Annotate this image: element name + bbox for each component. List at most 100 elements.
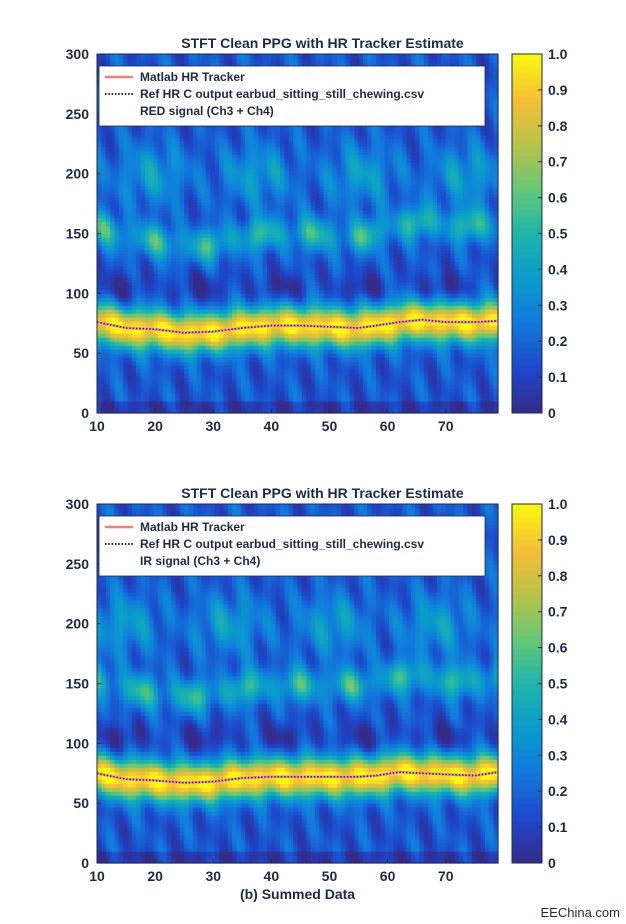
heatmap-cell [323, 409, 329, 414]
heatmap-cell [118, 161, 124, 167]
heatmap-cell [175, 193, 181, 199]
heatmap-cell [253, 213, 259, 219]
heatmap-cell [201, 201, 207, 207]
heatmap-cell [184, 345, 190, 350]
heatmap-cell [101, 397, 107, 402]
heatmap-cell [249, 201, 255, 207]
heatmap-cell [166, 209, 172, 215]
heatmap-cell [118, 221, 124, 227]
heatmap-cell [258, 229, 264, 235]
heatmap-cell [149, 173, 155, 179]
heatmap-cell [158, 325, 163, 330]
heatmap-cell [140, 165, 146, 171]
heatmap-cell [188, 297, 194, 302]
heatmap-cell [249, 389, 255, 394]
heatmap-cell [249, 173, 255, 179]
heatmap-cell [158, 241, 163, 247]
heatmap-cell [310, 189, 316, 195]
heatmap-cell [266, 301, 272, 306]
heatmap-cell [149, 305, 155, 310]
heatmap-cell [153, 61, 159, 67]
heatmap-cell [114, 169, 120, 175]
heatmap-cell [306, 349, 312, 354]
heatmap-cell [301, 273, 307, 278]
heatmap-cell [240, 401, 246, 406]
heatmap-cell [232, 125, 238, 131]
heatmap-cell [310, 149, 316, 155]
heatmap-cell [184, 313, 190, 318]
heatmap-cell [310, 125, 316, 131]
heatmap-cell [301, 381, 307, 386]
heatmap-cell [192, 137, 198, 143]
heatmap-cell [192, 225, 198, 231]
heatmap-cell [118, 373, 124, 378]
heatmap-cell [149, 385, 155, 390]
heatmap-cell [105, 253, 111, 259]
heatmap-cell [236, 229, 242, 235]
heatmap-cell [144, 285, 150, 290]
heatmap-cell [179, 265, 185, 270]
heatmap-cell [179, 245, 185, 251]
heatmap-cell [297, 257, 303, 263]
heatmap-cell [118, 173, 124, 179]
heatmap-cell [197, 397, 203, 402]
heatmap-cell [118, 149, 124, 155]
heatmap-cell [97, 341, 102, 346]
heatmap-cell [123, 281, 129, 286]
heatmap-cell [275, 137, 281, 143]
heatmap-cell [101, 237, 107, 243]
heatmap-cell [136, 397, 142, 402]
heatmap-cell [266, 229, 272, 235]
heatmap-cell [201, 161, 207, 167]
heatmap-cell [192, 301, 198, 306]
heatmap-cell [188, 229, 194, 235]
heatmap-cell [144, 401, 150, 406]
heatmap-cell [310, 61, 316, 67]
heatmap-cell [297, 177, 303, 183]
heatmap-cell [236, 149, 242, 155]
heatmap-cell [188, 261, 194, 267]
heatmap-cell [219, 149, 224, 155]
heatmap-cell [227, 233, 233, 239]
heatmap-cell [101, 293, 107, 298]
heatmap-cell [127, 297, 133, 302]
heatmap-cell [253, 133, 259, 139]
heatmap-cell [319, 369, 325, 374]
heatmap-cell [240, 253, 246, 259]
heatmap-cell [314, 277, 320, 282]
heatmap-cell [153, 129, 159, 135]
heatmap-cell [158, 361, 163, 366]
heatmap-cell [301, 317, 307, 322]
heatmap-cell [314, 293, 320, 298]
heatmap-cell [223, 213, 229, 219]
heatmap-cell [158, 265, 163, 270]
heatmap-cell [140, 289, 146, 294]
heatmap-cell [201, 141, 207, 147]
heatmap-cell [144, 337, 150, 342]
heatmap-cell [101, 285, 107, 290]
heatmap-cell [319, 309, 325, 314]
heatmap-cell [114, 209, 120, 215]
heatmap-cell [101, 173, 107, 179]
heatmap-cell [240, 405, 246, 410]
heatmap-cell [249, 341, 255, 346]
heatmap-cell [249, 197, 255, 203]
heatmap-cell [328, 385, 333, 390]
heatmap-cell [184, 229, 190, 235]
heatmap-cell [306, 153, 312, 159]
heatmap-cell [131, 345, 137, 350]
heatmap-cell [131, 321, 137, 326]
heatmap-cell [271, 293, 277, 298]
heatmap-cell [136, 173, 142, 179]
heatmap-cell [219, 233, 224, 239]
heatmap-cell [197, 281, 203, 286]
heatmap-cell [297, 357, 303, 362]
heatmap-cell [280, 273, 286, 278]
heatmap-cell [153, 161, 159, 167]
heatmap-cell [140, 221, 146, 227]
heatmap-cell [101, 253, 107, 259]
heatmap-cell [127, 229, 133, 235]
heatmap-cell [258, 54, 264, 59]
heatmap-cell [110, 401, 116, 406]
heatmap-cell [171, 233, 177, 239]
